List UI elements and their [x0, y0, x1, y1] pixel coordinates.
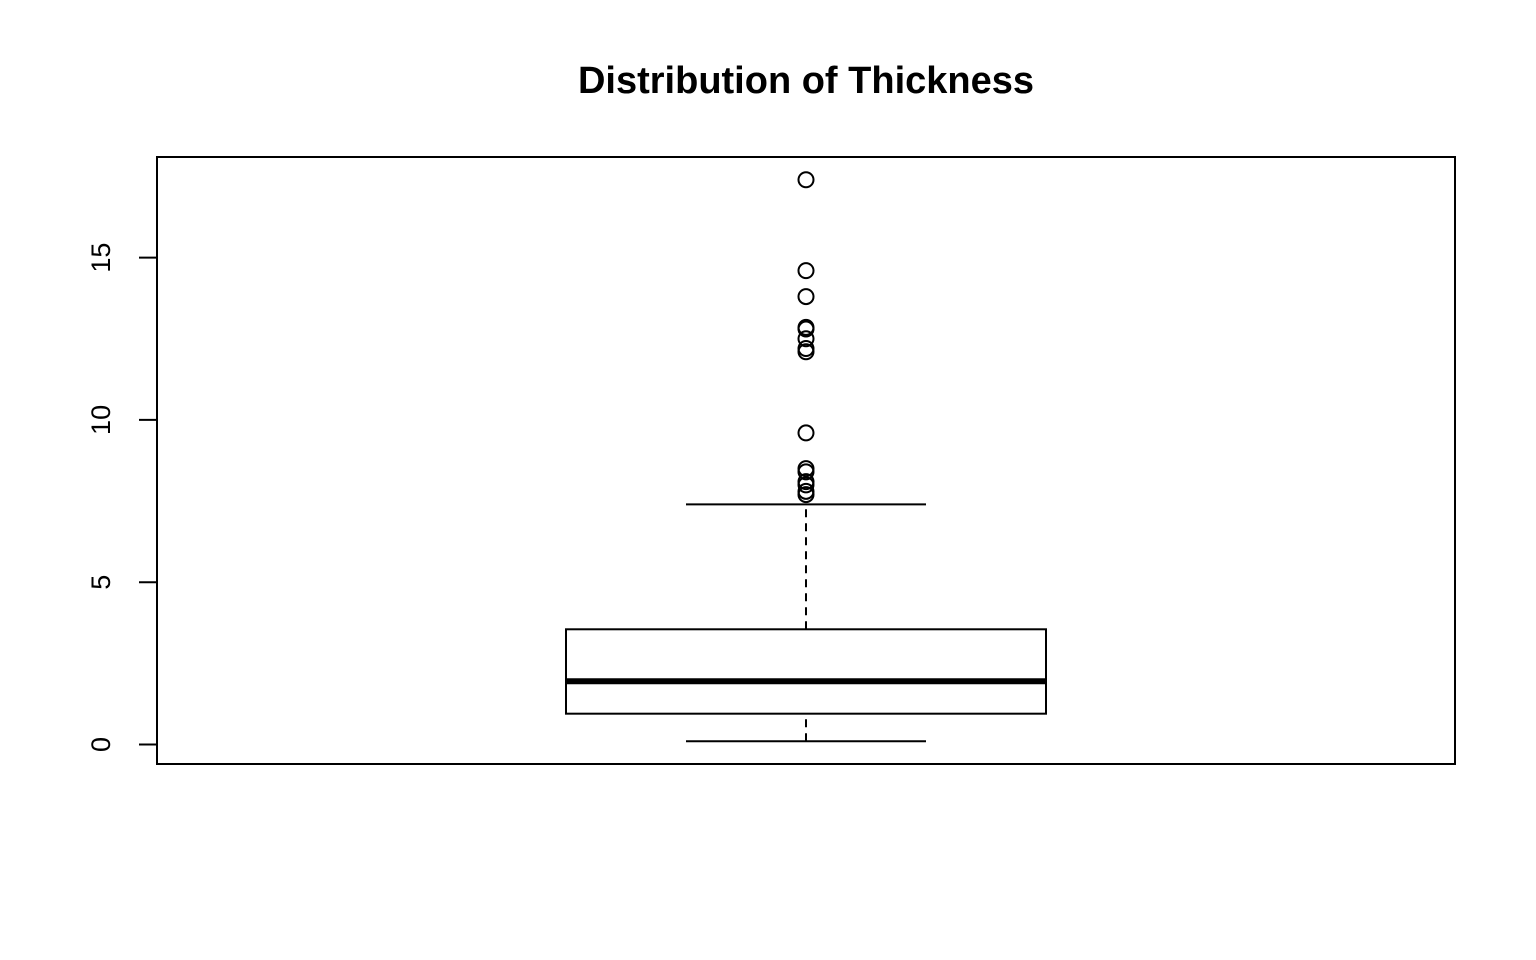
outlier-point [797, 171, 815, 189]
y-axis: 0 5 10 15 [86, 243, 158, 752]
outlier-point [797, 424, 815, 442]
y-tick-label: 15 [86, 243, 116, 273]
outlier-point [797, 318, 815, 336]
chart-title: Distribution of Thickness [578, 60, 1034, 102]
outlier-point [797, 330, 815, 348]
y-tick-label: 0 [86, 737, 116, 752]
y-tick-label: 10 [86, 405, 116, 435]
outlier-point [797, 340, 815, 358]
outlier-point [797, 460, 815, 478]
y-tick-label: 5 [86, 575, 116, 590]
outlier-point [797, 473, 815, 491]
outlier-point [797, 482, 815, 500]
interquartile-box [565, 628, 1047, 715]
outlier-point [797, 262, 815, 280]
box-plot [565, 171, 1047, 743]
outlier-point [797, 288, 815, 306]
